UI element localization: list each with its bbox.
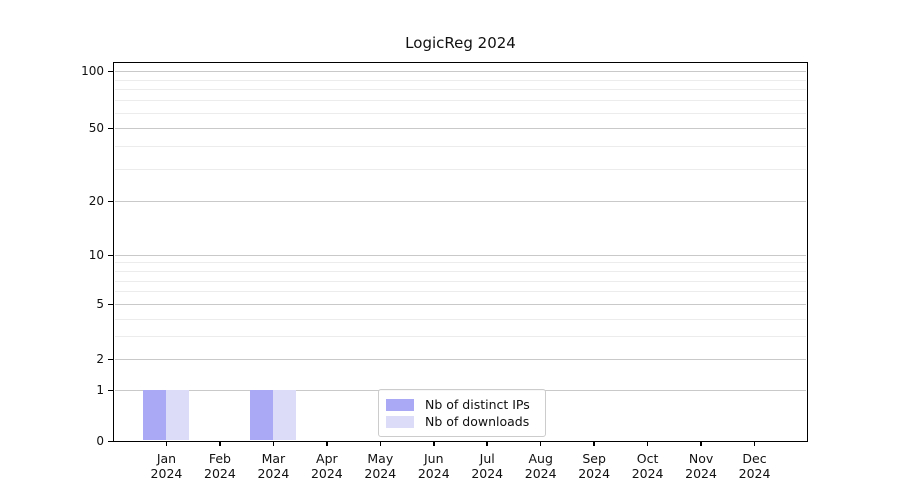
- bar-distinct-ips-jan: [143, 390, 167, 440]
- x-tick-label: Sep 2024: [564, 451, 624, 481]
- x-tick-label: Apr 2024: [297, 451, 357, 481]
- x-tick-month: Sep: [582, 451, 606, 466]
- x-tick-year: 2024: [471, 466, 504, 481]
- x-tick-year: 2024: [257, 466, 290, 481]
- x-tick-year: 2024: [578, 466, 611, 481]
- x-tick-mark: [165, 442, 168, 446]
- x-tick-mark: [700, 442, 702, 446]
- x-tick-label: Feb 2024: [190, 451, 250, 481]
- major-gridline: [115, 255, 806, 256]
- major-gridline: [115, 128, 806, 129]
- y-tick-label: 0: [96, 434, 104, 448]
- x-tick-mark: [593, 442, 595, 446]
- y-tick-label: 10: [88, 248, 104, 262]
- plot-area: [113, 62, 808, 442]
- x-tick-year: 2024: [150, 466, 183, 481]
- x-tick-year: 2024: [417, 466, 450, 481]
- x-tick-year: 2024: [204, 466, 236, 481]
- y-tick-mark: [108, 358, 113, 360]
- x-tick-mark: [326, 442, 328, 446]
- x-tick-month: Jun: [424, 451, 444, 466]
- x-tick-label: Jan 2024: [136, 451, 196, 481]
- x-tick-month: Feb: [208, 451, 231, 466]
- legend-item-distinct-ips: Nb of distinct IPs: [386, 396, 537, 413]
- minor-gridline: [115, 113, 806, 114]
- minor-gridline: [115, 146, 806, 147]
- chart-title: LogicReg 2024: [405, 34, 516, 52]
- x-tick-month: Aug: [528, 451, 553, 466]
- x-tick-mark: [433, 442, 435, 446]
- x-tick-year: 2024: [524, 466, 557, 481]
- x-tick-label: Oct 2024: [618, 451, 678, 481]
- major-gridline: [115, 304, 806, 305]
- x-tick-label: Nov 2024: [671, 451, 731, 481]
- x-tick-label: Aug 2024: [511, 451, 571, 481]
- x-tick-month: Nov: [688, 451, 714, 466]
- y-tick-mark: [108, 127, 113, 129]
- x-tick-label: Dec 2024: [725, 451, 785, 481]
- x-tick-mark: [539, 442, 542, 446]
- legend-swatch-distinct-ips: [386, 398, 414, 411]
- x-tick-month: Jan: [156, 451, 177, 466]
- minor-gridline: [115, 80, 806, 81]
- x-tick-mark: [646, 442, 649, 446]
- x-tick-mark: [272, 442, 275, 446]
- minor-gridline: [115, 291, 806, 292]
- minor-gridline: [115, 336, 806, 337]
- x-tick-label: Mar 2024: [243, 451, 303, 481]
- bar-downloads-mar: [273, 390, 297, 440]
- y-tick-label: 1: [96, 383, 104, 397]
- x-tick-year: 2024: [738, 466, 771, 481]
- major-gridline: [115, 201, 806, 202]
- x-tick-year: 2024: [310, 466, 343, 481]
- x-tick-month: Oct: [636, 451, 659, 466]
- y-tick-label: 5: [96, 297, 104, 311]
- y-tick-label: 20: [88, 194, 104, 208]
- y-tick-mark: [108, 389, 113, 391]
- minor-gridline: [115, 281, 806, 282]
- major-gridline: [115, 359, 806, 360]
- y-tick-mark: [108, 70, 113, 72]
- legend-swatch-downloads: [386, 415, 414, 428]
- legend-label-downloads: Nb of downloads: [425, 414, 530, 429]
- y-tick-mark: [108, 303, 113, 305]
- minor-gridline: [115, 169, 806, 170]
- legend: Nb of distinct IPs Nb of downloads: [378, 389, 546, 437]
- y-tick-label: 50: [88, 121, 104, 135]
- minor-gridline: [115, 271, 806, 272]
- x-tick-year: 2024: [685, 466, 717, 481]
- y-tick-label: 2: [96, 352, 104, 366]
- legend-label-distinct-ips: Nb of distinct IPs: [425, 397, 530, 412]
- x-tick-year: 2024: [364, 466, 397, 481]
- x-tick-month: May: [367, 451, 394, 466]
- x-tick-mark: [486, 442, 488, 446]
- x-tick-label: Jul 2024: [457, 451, 517, 481]
- minor-gridline: [115, 100, 806, 101]
- x-tick-label: Jun 2024: [404, 451, 464, 481]
- x-tick-mark: [379, 442, 382, 446]
- x-tick-month: Apr: [316, 451, 338, 466]
- major-gridline: [115, 71, 806, 72]
- x-tick-mark: [753, 442, 756, 446]
- minor-gridline: [115, 319, 806, 320]
- legend-item-downloads: Nb of downloads: [386, 413, 537, 430]
- y-tick-mark: [108, 200, 113, 202]
- y-tick-label: 100: [81, 64, 104, 78]
- bar-distinct-ips-mar: [250, 390, 274, 440]
- y-tick-mark: [108, 440, 113, 442]
- x-tick-label: May 2024: [350, 451, 410, 481]
- bar-downloads-jan: [166, 390, 190, 440]
- minor-gridline: [115, 89, 806, 90]
- x-tick-year: 2024: [631, 466, 664, 481]
- x-tick-mark: [219, 442, 221, 446]
- y-tick-mark: [108, 254, 113, 256]
- x-tick-month: Mar: [261, 451, 286, 466]
- x-tick-month: Jul: [479, 451, 495, 466]
- minor-gridline: [115, 262, 806, 263]
- x-tick-month: Dec: [742, 451, 767, 466]
